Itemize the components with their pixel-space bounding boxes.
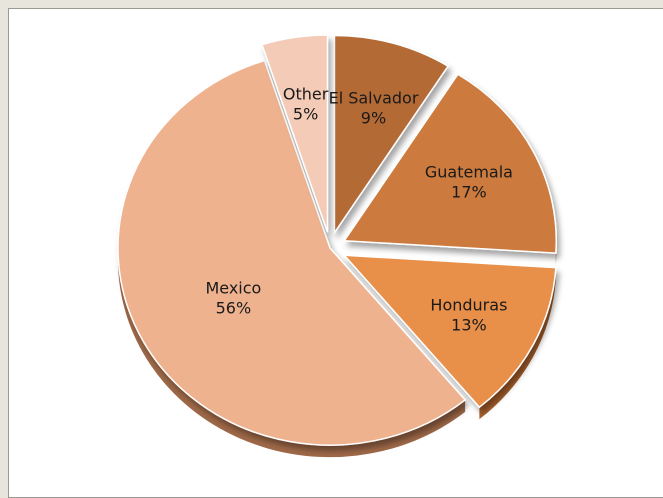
slice-label-guatemala: Guatemala: [425, 163, 513, 182]
slice-label-honduras: Honduras: [430, 295, 507, 314]
slice-label-mexico: Mexico: [205, 278, 261, 297]
slice-label-other: Other: [283, 85, 329, 104]
slice-percent-honduras: 13%: [451, 315, 487, 334]
slice-percent-mexico: 56%: [216, 298, 252, 317]
slice-label-el-salvador: El Salvador: [329, 89, 419, 108]
slice-percent-guatemala: 17%: [451, 183, 487, 202]
slice-percent-other: 5%: [293, 105, 318, 124]
slice-percent-el-salvador: 9%: [361, 109, 386, 128]
